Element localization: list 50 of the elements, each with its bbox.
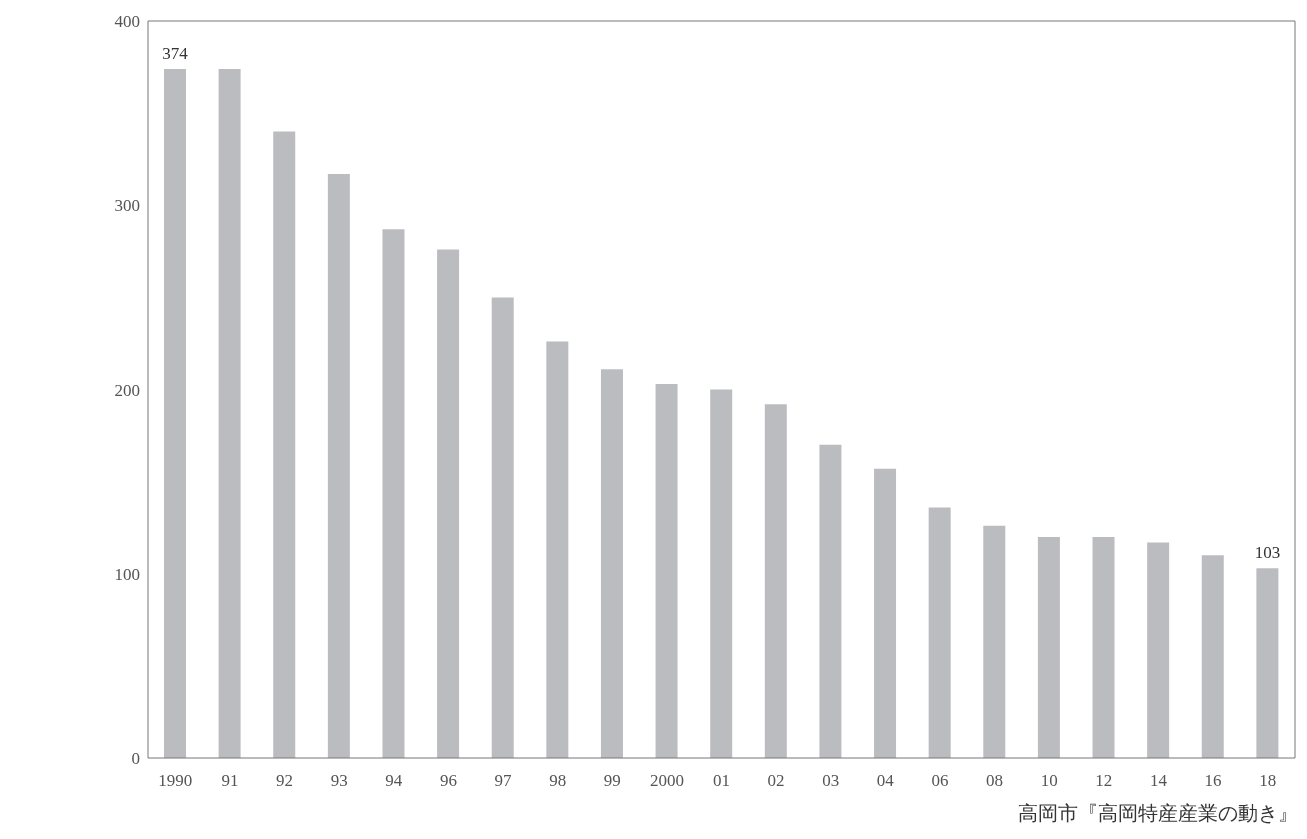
x-tick-label: 10 — [1040, 771, 1058, 791]
x-tick-label: 03 — [822, 771, 840, 791]
bar — [1147, 542, 1170, 758]
bar — [928, 507, 951, 758]
x-tick-label: 98 — [549, 771, 567, 791]
bar — [1092, 536, 1115, 758]
bar — [655, 383, 678, 758]
x-tick-label: 91 — [221, 771, 239, 791]
x-tick-label: 96 — [439, 771, 457, 791]
x-tick-label: 99 — [603, 771, 621, 791]
data-label: 103 — [1254, 543, 1281, 563]
x-tick-label: 16 — [1204, 771, 1222, 791]
text: 高岡市『高岡特産産業の動き』 — [1017, 801, 1298, 826]
x-tick-label: 06 — [931, 771, 949, 791]
x-tick-label: 18 — [1259, 771, 1277, 791]
bar — [874, 468, 897, 758]
bar — [218, 68, 241, 758]
y-tick-label: 200 — [114, 380, 140, 400]
bar — [273, 131, 296, 758]
bar — [164, 68, 186, 758]
x-tick-label: 1990 — [158, 771, 193, 791]
x-tick-label: 92 — [276, 771, 294, 791]
data-label: 374 — [162, 43, 189, 63]
x-tick-label: 2000 — [649, 771, 684, 791]
bar — [600, 369, 623, 758]
x-tick-label: 93 — [330, 771, 348, 791]
bar — [1201, 555, 1224, 758]
x-tick-label: 01 — [713, 771, 730, 791]
x-tick-label: 12 — [1095, 771, 1113, 791]
bar — [1256, 568, 1279, 758]
y-tick-label: 400 — [114, 12, 140, 32]
x-tick-label: 04 — [876, 771, 895, 791]
x-tick-label: 97 — [494, 771, 513, 791]
y-tick-label: 0 — [131, 749, 140, 769]
x-tick-label: 02 — [767, 771, 785, 791]
y-tick-label: 300 — [114, 196, 140, 216]
y-tick-label: 100 — [114, 564, 140, 584]
x-tick-label: 08 — [986, 771, 1004, 791]
bar — [710, 389, 733, 758]
bar — [819, 444, 842, 758]
bar — [327, 173, 350, 758]
bar — [764, 404, 787, 758]
bar — [546, 341, 569, 758]
x-tick-label: 94 — [385, 771, 403, 791]
bar — [1037, 536, 1060, 758]
bar — [382, 229, 405, 758]
bar — [437, 249, 460, 758]
x-tick-label: 14 — [1149, 771, 1168, 791]
bar — [491, 297, 514, 758]
bar — [983, 525, 1006, 758]
